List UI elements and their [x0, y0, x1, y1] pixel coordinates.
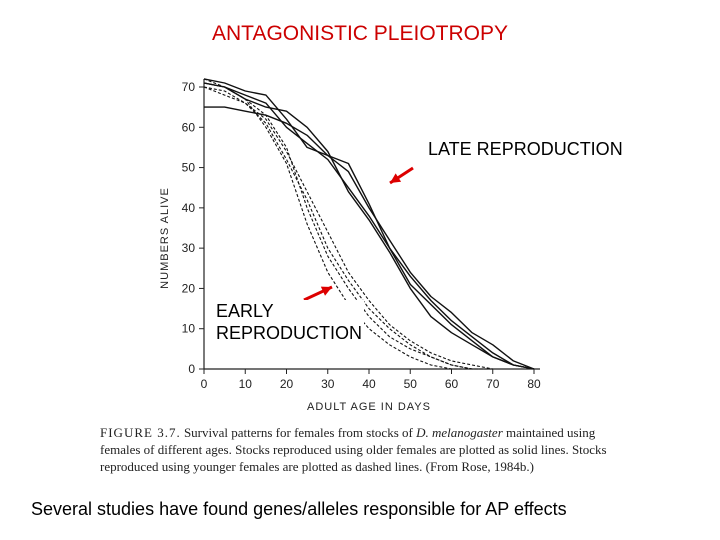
solid-survival-line-3	[203, 82, 535, 370]
caption-text-before: Survival patterns for females from stock…	[183, 425, 413, 440]
solid-survival-line-4	[203, 82, 535, 370]
x-tick-label: 80	[527, 377, 541, 391]
y-tick-label: 10	[182, 322, 196, 336]
early-reproduction-arrow	[303, 285, 333, 302]
early-reproduction-label: EARLY REPRODUCTION	[214, 300, 365, 344]
y-tick-label: 60	[182, 120, 196, 134]
x-tick-label: 10	[239, 377, 253, 391]
survival-figure: ADULT AGE IN DAYS NUMBERS ALIVE 0 10 20 30 40…	[96, 62, 626, 482]
dashed-survival-line-6	[203, 86, 493, 370]
y-tick-label: 70	[182, 80, 196, 94]
solid-survival-line-1	[203, 78, 535, 370]
late-reproduction-arrow-head	[390, 173, 402, 183]
slide-title: ANTAGONISTIC PLEIOTROPY	[212, 22, 508, 45]
figure-caption: FIGURE 3.7. Survival patterns for female…	[100, 424, 630, 475]
dashed-survival-line-7	[203, 78, 473, 370]
x-tick-label: 20	[280, 377, 294, 391]
chart-ticks: 0 10 20 30 40 50 60 70 80 0 10 20 30 40 50 60 70	[182, 80, 541, 391]
y-tick-label: 20	[182, 281, 196, 295]
late-reproduction-label: LATE REPRODUCTION	[426, 139, 625, 160]
footer-note: Several studies have found genes/alleles…	[31, 499, 567, 519]
dashed-survival-line-8	[203, 86, 493, 370]
y-tick-label: 40	[182, 201, 196, 215]
y-axis-label: NUMBERS ALIVE	[159, 187, 171, 289]
x-tick-label: 30	[321, 377, 335, 391]
survival-chart: ADULT AGE IN DAYS NUMBERS ALIVE 0 10 20 30 40…	[159, 78, 541, 413]
x-axis-label: ADULT AGE IN DAYS	[307, 401, 431, 413]
early-label-line1: EARLY	[216, 301, 274, 321]
chart-series	[203, 78, 535, 370]
x-tick-label: 40	[362, 377, 376, 391]
chart-axes: ADULT AGE IN DAYS NUMBERS ALIVE	[159, 79, 540, 413]
x-tick-label: 60	[445, 377, 459, 391]
figure-number: FIGURE 3.7.	[100, 425, 181, 440]
chart-arrows	[303, 166, 414, 302]
caption-species: D. melanogaster	[416, 425, 503, 440]
x-tick-label: 50	[404, 377, 418, 391]
x-tick-label: 0	[201, 377, 208, 391]
y-tick-label: 30	[182, 241, 196, 255]
caption-text-after: maintained using females of different ag…	[100, 425, 607, 474]
y-tick-label: 50	[182, 161, 196, 175]
x-tick-label: 70	[486, 377, 500, 391]
early-reproduction-arrow-head	[320, 286, 332, 296]
late-reproduction-arrow	[389, 166, 414, 185]
early-label-line2: REPRODUCTION	[216, 323, 363, 343]
y-tick-label: 0	[188, 362, 195, 376]
